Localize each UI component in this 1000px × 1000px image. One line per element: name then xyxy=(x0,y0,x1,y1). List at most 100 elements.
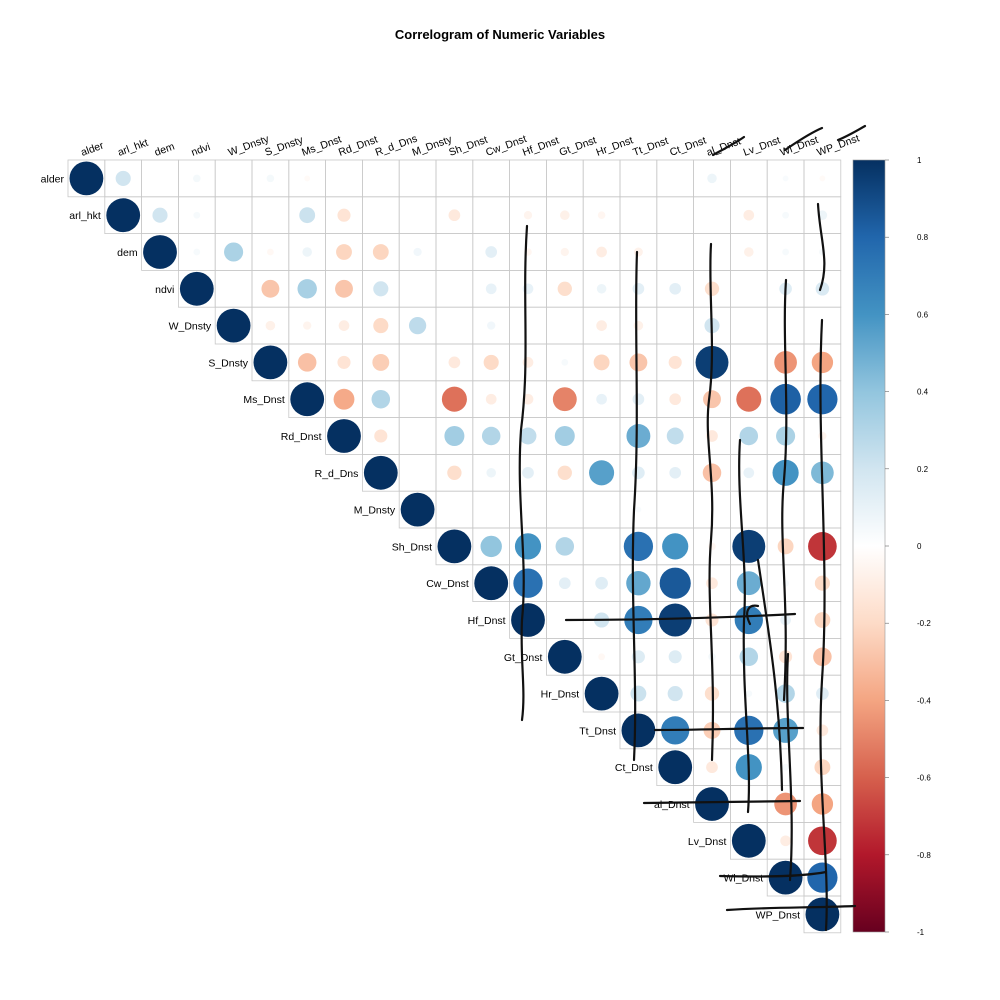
row-label-alder: alder xyxy=(41,173,65,185)
row-label-al_Dnst: al_Dnst xyxy=(654,799,690,811)
corr-circle-W_Dnsty-Ms_Dnst xyxy=(303,321,312,330)
corr-circle-W_Dnsty-W_Dnsty xyxy=(216,308,251,343)
corr-circle-Tt_Dnst-Lv_Dnst xyxy=(734,715,764,746)
colorbar xyxy=(852,159,886,933)
cell-M_Dnsty-Gt_Dnst xyxy=(546,490,584,529)
col-label-al_Dnst: al_Dnst xyxy=(705,135,743,158)
cell-Ms_Dnst-M_Dnsty xyxy=(398,380,437,418)
col-label-Hr_Dnst: Hr_Dnst xyxy=(595,134,635,158)
ink-annotation-stroke xyxy=(718,870,828,878)
corr-circle-S_Dnsty-Cw_Dnst xyxy=(483,354,499,370)
cell-arl_hkt-Ct_Dnst xyxy=(656,196,694,235)
corr-circle-S_Dnsty-Sh_Dnst xyxy=(448,356,461,369)
corr-circle-arl_hkt-arl_hkt xyxy=(106,198,141,233)
ink-annotation-stroke xyxy=(781,278,788,702)
cell-arl_hkt-al_Dnst xyxy=(693,196,731,235)
cell-W_Dnsty-Sh_Dnst xyxy=(435,306,474,345)
corr-circle-ndvi-WP_Dnst xyxy=(815,282,830,296)
corr-circle-Ms_Dnst-Lv_Dnst xyxy=(736,386,762,412)
cell-W_Dnsty-Ct_Dnst xyxy=(656,306,694,345)
cell-alder-W_Dnsty xyxy=(214,159,253,198)
corr-circle-Ct_Dnst-WP_Dnst xyxy=(814,759,831,776)
corr-circle-Rd_Dnst-Lv_Dnst xyxy=(739,426,759,446)
cell-W_Dnsty-Gt_Dnst xyxy=(546,306,584,345)
corr-circle-dem-S_Dnsty xyxy=(267,248,274,256)
corr-circle-M_Dnsty-Tt_Dnst xyxy=(635,506,642,513)
cell-dem-Sh_Dnst xyxy=(435,233,474,271)
cell-ndvi-Lv_Dnst xyxy=(730,269,768,308)
cell-alder-Lv_Dnst xyxy=(730,159,768,198)
corr-circle-Cw_Dnst-Hf_Dnst xyxy=(513,568,543,598)
col-label-ndvi: ndvi xyxy=(190,141,212,159)
col-label-Lv_Dnst: Lv_Dnst xyxy=(742,134,782,158)
corr-circle-Cw_Dnst-Tt_Dnst xyxy=(626,571,651,596)
corr-circle-arl_hkt-Hf_Dnst xyxy=(523,211,533,220)
ink-annotation-stroke xyxy=(836,124,867,142)
corr-circle-Rd_Dnst-Cw_Dnst xyxy=(481,426,501,446)
row-label-WP_Dnst: WP_Dnst xyxy=(756,909,800,921)
corr-circle-al_Dnst-al_Dnst xyxy=(695,787,729,821)
cell-alder-R_d_Dns xyxy=(361,159,400,198)
row-label-W_Dnsty: W_Dnsty xyxy=(169,321,212,333)
row-label-Ms_Dnst: Ms_Dnst xyxy=(243,394,285,406)
row-label-M_Dnsty: M_Dnsty xyxy=(354,505,396,517)
corr-circle-Ms_Dnst-R_d_Dns xyxy=(371,389,391,409)
colorbar-tick-label: 0.2 xyxy=(917,465,929,474)
colorbar-tick-label: 0.8 xyxy=(917,233,929,242)
row-label-S_Dnsty: S_Dnsty xyxy=(208,357,248,369)
corr-circle-Tt_Dnst-Tt_Dnst xyxy=(621,713,656,748)
corr-circle-WP_Dnst-WP_Dnst xyxy=(805,897,840,932)
corr-circle-dem-ndvi xyxy=(193,248,201,256)
corr-circle-Hr_Dnst-Lv_Dnst xyxy=(745,690,753,697)
corr-circle-Ms_Dnst-Ms_Dnst xyxy=(290,382,325,417)
cell-alder-Rd_Dnst xyxy=(325,159,363,198)
row-label-Hf_Dnst: Hf_Dnst xyxy=(468,615,506,627)
corr-circle-arl_hkt-Sh_Dnst xyxy=(448,209,461,222)
corr-circle-Ms_Dnst-Rd_Dnst xyxy=(333,388,355,410)
corr-circle-Hr_Dnst-Ct_Dnst xyxy=(667,686,683,702)
corr-circle-dem-Lv_Dnst xyxy=(744,247,754,257)
corr-circle-S_Dnsty-Rd_Dnst xyxy=(337,355,351,369)
colorbar-tick-label: -0.2 xyxy=(917,619,931,628)
ink-annotation-stroke xyxy=(816,202,826,292)
cell-Sh_Dnst-Hr_Dnst xyxy=(582,527,621,566)
col-label-WP_Dnst: WP_Dnst xyxy=(815,132,861,158)
ink-annotation-stroke xyxy=(518,224,529,722)
cell-ndvi-Sh_Dnst xyxy=(435,269,474,308)
corr-circle-dem-M_Dnsty xyxy=(413,247,422,257)
ink-annotation-stroke xyxy=(738,438,751,814)
corr-circle-Wl_Dnst-Wl_Dnst xyxy=(768,860,803,895)
corr-circle-Rd_Dnst-WP_Dnst xyxy=(818,431,827,441)
ink-annotation-stroke xyxy=(725,904,857,912)
corr-circle-Rd_Dnst-R_d_Dns xyxy=(374,429,388,443)
corr-circle-Cw_Dnst-al_Dnst xyxy=(706,577,718,590)
col-label-arl_hkt: arl_hkt xyxy=(116,137,150,159)
corr-circle-arl_hkt-Ms_Dnst xyxy=(299,207,316,224)
row-label-Cw_Dnst: Cw_Dnst xyxy=(426,578,469,590)
corr-circle-Ms_Dnst-Cw_Dnst xyxy=(485,393,497,405)
corr-circle-Sh_Dnst-Tt_Dnst xyxy=(623,531,654,562)
corr-circle-M_Dnsty-M_Dnsty xyxy=(400,492,435,527)
colorbar-tick-label: 0.6 xyxy=(917,310,929,319)
corr-circle-Hf_Dnst-Ct_Dnst xyxy=(658,603,692,637)
corr-circle-S_Dnsty-Hr_Dnst xyxy=(593,354,610,371)
corr-circle-Sh_Dnst-Hf_Dnst xyxy=(514,533,542,560)
corr-circle-R_d_Dns-R_d_Dns xyxy=(363,455,398,490)
corr-circle-dem-Rd_Dnst xyxy=(336,244,352,260)
corr-circle-S_Dnsty-Gt_Dnst xyxy=(561,359,569,366)
ink-annotation-stroke xyxy=(642,799,802,805)
corr-circle-Hr_Dnst-Wl_Dnst xyxy=(776,684,795,703)
cell-alder-Cw_Dnst xyxy=(472,159,510,198)
corr-circle-dem-Wl_Dnst xyxy=(782,248,789,256)
corr-circle-alder-WP_Dnst xyxy=(819,175,826,182)
corr-circle-Sh_Dnst-WP_Dnst xyxy=(808,532,837,561)
corr-circle-S_Dnsty-S_Dnsty xyxy=(253,345,288,380)
cell-ndvi-M_Dnsty xyxy=(398,269,437,308)
row-label-Wl_Dnst: Wl_Dnst xyxy=(724,873,764,885)
corr-circle-Cw_Dnst-Gt_Dnst xyxy=(558,577,571,590)
corr-circle-W_Dnsty-S_Dnsty xyxy=(265,320,276,331)
corr-circle-Ms_Dnst-Hf_Dnst xyxy=(522,393,534,405)
cell-alder-Sh_Dnst xyxy=(435,159,474,198)
corr-circle-Tt_Dnst-Wl_Dnst xyxy=(773,717,799,743)
corr-circle-Cw_Dnst-Cw_Dnst xyxy=(474,566,509,601)
